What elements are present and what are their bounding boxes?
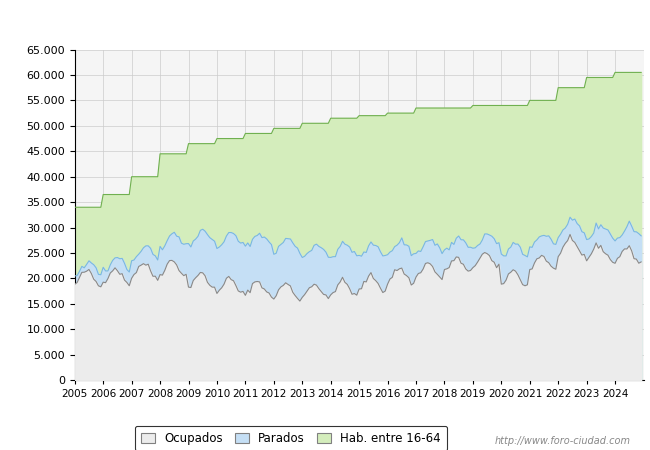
Text: http://www.foro-ciudad.com: http://www.foro-ciudad.com [495, 436, 630, 446]
Legend: Ocupados, Parados, Hab. entre 16-64: Ocupados, Parados, Hab. entre 16-64 [135, 426, 447, 450]
Text: Mijas - Evolucion de la poblacion en edad de Trabajar Noviembre de 2024: Mijas - Evolucion de la poblacion en eda… [79, 17, 571, 30]
